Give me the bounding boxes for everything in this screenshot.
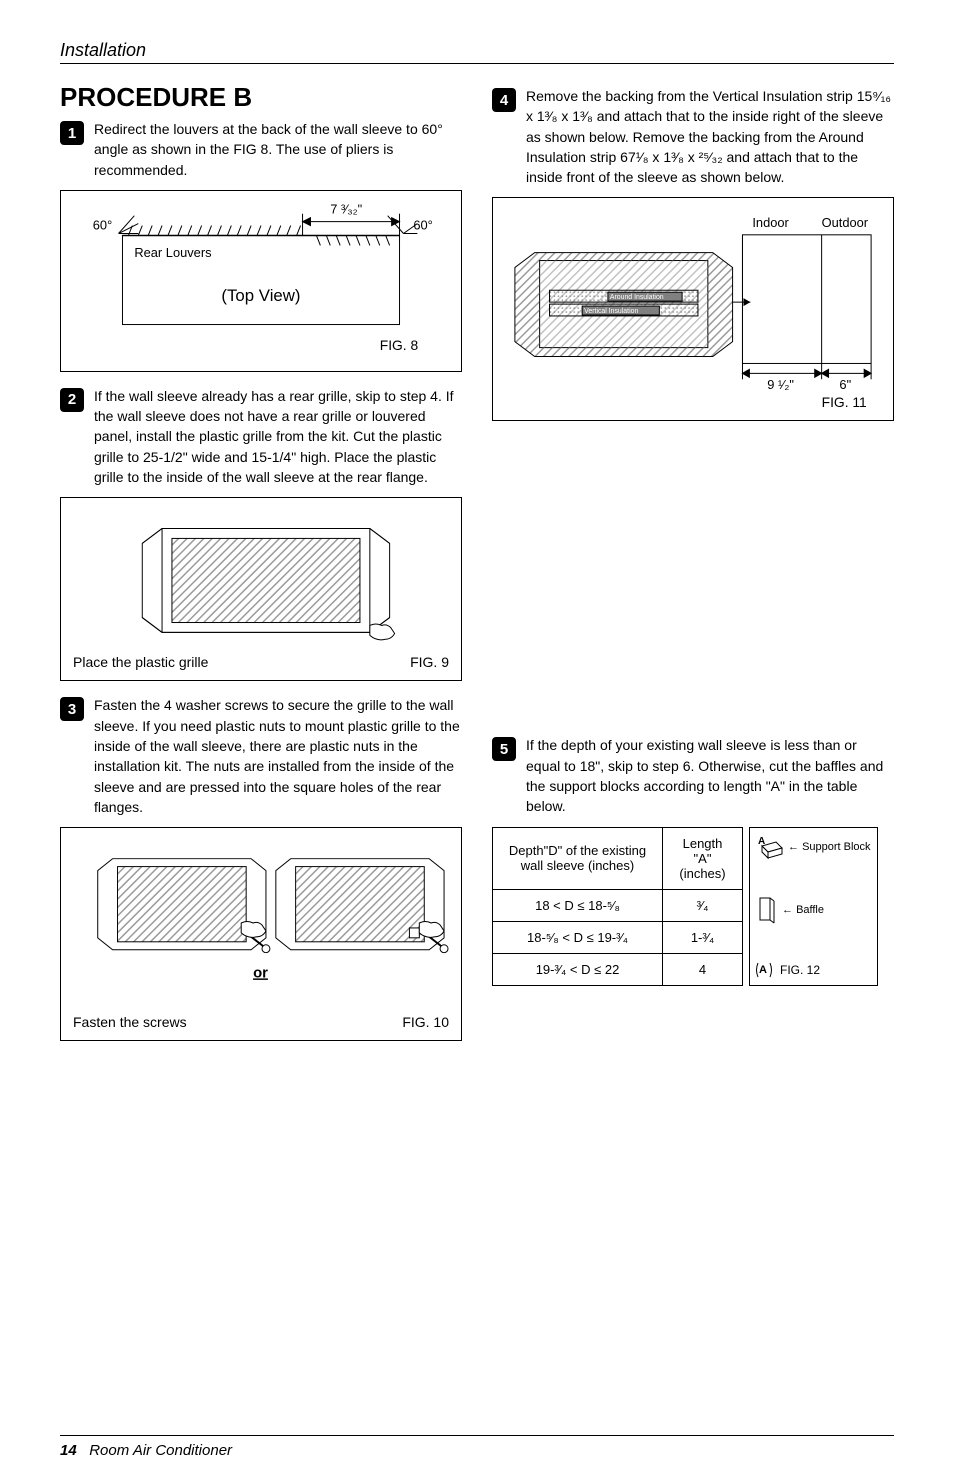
- fig10-caption: Fasten the screws: [73, 1014, 187, 1030]
- depth-table: Depth"D" of the existing wall sleeve (in…: [492, 827, 743, 986]
- figure-10: or Fasten the screws FIG. 10: [60, 827, 462, 1041]
- hand-icon: [419, 922, 444, 938]
- th-depth: Depth"D" of the existing wall sleeve (in…: [493, 827, 663, 889]
- step-4: 4 Remove the backing from the Vertical I…: [492, 86, 894, 187]
- a-measure-icon: A: [756, 961, 776, 979]
- table-row: 18-⁵⁄₈ < D ≤ 19-³⁄₄ 1-³⁄₄: [493, 921, 743, 953]
- fig9-caption: Place the plastic grille: [73, 654, 208, 670]
- page-footer: 14 Room Air Conditioner: [60, 1435, 894, 1459]
- support-label: Support Block: [802, 841, 870, 853]
- figure-12: Depth"D" of the existing wall sleeve (in…: [492, 827, 894, 986]
- figure-8: 60°: [60, 190, 462, 372]
- step-number-icon: 4: [492, 88, 516, 112]
- step-3: 3 Fasten the 4 washer screws to secure t…: [60, 695, 462, 817]
- section-header: Installation: [60, 40, 894, 64]
- step-number-icon: 1: [60, 121, 84, 145]
- right-column: 4 Remove the backing from the Vertical I…: [492, 82, 894, 1055]
- fig8-top-view: (Top View): [221, 286, 300, 305]
- fig8-angle-left: 60°: [93, 217, 112, 232]
- fig12-side: A ← Support Block: [749, 827, 878, 986]
- footer-title: Room Air Conditioner: [89, 1442, 232, 1459]
- fig10-label: FIG. 10: [402, 1014, 449, 1030]
- figure-11: Indoor Outdoor: [492, 197, 894, 421]
- step-text: Remove the backing from the Vertical Ins…: [526, 86, 894, 187]
- step-number-icon: 2: [60, 388, 84, 412]
- fig11-label: FIG. 11: [822, 394, 867, 410]
- step-5: 5 If the depth of your existing wall sle…: [492, 735, 894, 816]
- hand-icon: [241, 922, 266, 938]
- fig12-label: FIG. 12: [780, 963, 820, 977]
- hand-icon: [370, 624, 395, 640]
- fig11-around-label: Around Insulation: [610, 295, 664, 302]
- th-length: Length "A" (inches): [663, 827, 743, 889]
- figure-9: Place the plastic grille FIG. 9: [60, 497, 462, 681]
- table-row: 18 < D ≤ 18-⁵⁄₈ ³⁄₄: [493, 889, 743, 921]
- step-text: If the wall sleeve already has a rear gr…: [94, 386, 462, 487]
- step-text: Fasten the 4 washer screws to secure the…: [94, 695, 462, 817]
- svg-text:A: A: [759, 964, 767, 976]
- step-1: 1 Redirect the louvers at the back of th…: [60, 119, 462, 180]
- fig11-dim-b: 6": [839, 378, 851, 393]
- fig11-indoor: Indoor: [752, 215, 789, 230]
- page-number: 14: [60, 1442, 77, 1459]
- fig9-label: FIG. 9: [410, 654, 449, 670]
- fig11-vertical-label: Vertical Insulation: [584, 308, 638, 315]
- procedure-title: PROCEDURE B: [60, 82, 462, 113]
- fig8-angle-right: 60°: [413, 217, 432, 232]
- baffle-label: Baffle: [796, 904, 824, 916]
- fig11-dim-a: 9 ¹⁄₂": [767, 378, 794, 393]
- fig11-outdoor: Outdoor: [822, 215, 869, 230]
- step-number-icon: 3: [60, 697, 84, 721]
- step-text: If the depth of your existing wall sleev…: [526, 735, 894, 816]
- fig10-or: or: [253, 966, 268, 982]
- table-row: 19-³⁄₄ < D ≤ 22 4: [493, 953, 743, 985]
- step-text: Redirect the louvers at the back of the …: [94, 119, 462, 180]
- fig8-dim: 7 ³⁄₃₂": [330, 202, 362, 217]
- fig8-rear-louvers: Rear Louvers: [134, 245, 211, 260]
- fig8-label: FIG. 8: [380, 337, 419, 353]
- support-block-icon: A: [756, 834, 784, 860]
- step-number-icon: 5: [492, 737, 516, 761]
- step-2: 2 If the wall sleeve already has a rear …: [60, 386, 462, 487]
- baffle-icon: [756, 896, 778, 924]
- nut-icon: [409, 928, 419, 938]
- left-column: PROCEDURE B 1 Redirect the louvers at th…: [60, 82, 462, 1055]
